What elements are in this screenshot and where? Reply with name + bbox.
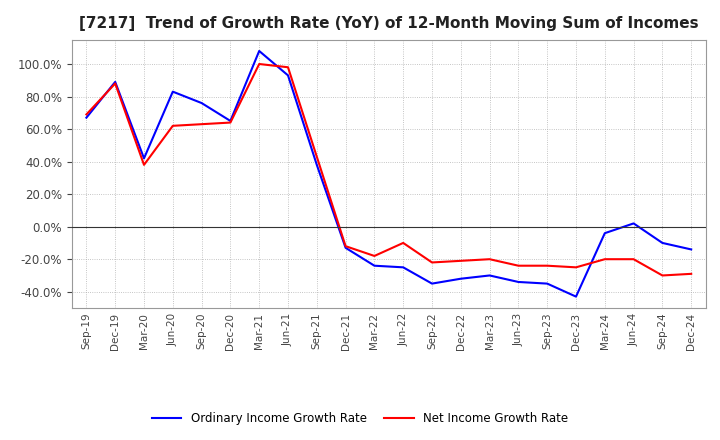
Net Income Growth Rate: [226, 120, 235, 125]
Net Income Growth Rate: [600, 257, 609, 262]
Ordinary Income Growth Rate: [572, 294, 580, 299]
Ordinary Income Growth Rate: [111, 79, 120, 84]
Net Income Growth Rate: [370, 253, 379, 259]
Ordinary Income Growth Rate: [312, 162, 321, 168]
Ordinary Income Growth Rate: [399, 265, 408, 270]
Net Income Growth Rate: [255, 61, 264, 66]
Net Income Growth Rate: [111, 81, 120, 86]
Ordinary Income Growth Rate: [485, 273, 494, 278]
Ordinary Income Growth Rate: [629, 221, 638, 226]
Title: [7217]  Trend of Growth Rate (YoY) of 12-Month Moving Sum of Incomes: [7217] Trend of Growth Rate (YoY) of 12-…: [79, 16, 698, 32]
Net Income Growth Rate: [658, 273, 667, 278]
Ordinary Income Growth Rate: [543, 281, 552, 286]
Ordinary Income Growth Rate: [284, 73, 292, 78]
Net Income Growth Rate: [399, 240, 408, 246]
Ordinary Income Growth Rate: [370, 263, 379, 268]
Net Income Growth Rate: [428, 260, 436, 265]
Ordinary Income Growth Rate: [255, 48, 264, 54]
Net Income Growth Rate: [312, 154, 321, 159]
Ordinary Income Growth Rate: [168, 89, 177, 94]
Line: Ordinary Income Growth Rate: Ordinary Income Growth Rate: [86, 51, 691, 297]
Net Income Growth Rate: [572, 265, 580, 270]
Ordinary Income Growth Rate: [197, 100, 206, 106]
Ordinary Income Growth Rate: [341, 245, 350, 250]
Ordinary Income Growth Rate: [226, 118, 235, 124]
Net Income Growth Rate: [485, 257, 494, 262]
Line: Net Income Growth Rate: Net Income Growth Rate: [86, 64, 691, 275]
Net Income Growth Rate: [168, 123, 177, 128]
Ordinary Income Growth Rate: [428, 281, 436, 286]
Ordinary Income Growth Rate: [600, 231, 609, 236]
Net Income Growth Rate: [687, 271, 696, 276]
Net Income Growth Rate: [543, 263, 552, 268]
Legend: Ordinary Income Growth Rate, Net Income Growth Rate: Ordinary Income Growth Rate, Net Income …: [147, 407, 573, 430]
Ordinary Income Growth Rate: [658, 240, 667, 246]
Ordinary Income Growth Rate: [140, 156, 148, 161]
Net Income Growth Rate: [82, 112, 91, 117]
Ordinary Income Growth Rate: [687, 247, 696, 252]
Net Income Growth Rate: [341, 244, 350, 249]
Net Income Growth Rate: [629, 257, 638, 262]
Ordinary Income Growth Rate: [82, 115, 91, 120]
Net Income Growth Rate: [197, 121, 206, 127]
Net Income Growth Rate: [140, 162, 148, 168]
Net Income Growth Rate: [284, 65, 292, 70]
Ordinary Income Growth Rate: [514, 279, 523, 285]
Ordinary Income Growth Rate: [456, 276, 465, 281]
Net Income Growth Rate: [456, 258, 465, 264]
Net Income Growth Rate: [514, 263, 523, 268]
